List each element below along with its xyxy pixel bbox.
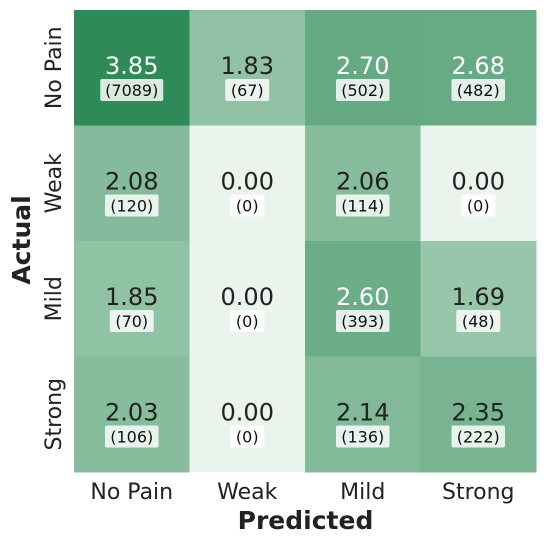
cell-value-label: 0.00 xyxy=(221,399,274,427)
heatmap-cell xyxy=(420,356,537,473)
cell-count-label: (7089) xyxy=(105,81,158,100)
count-label-box xyxy=(230,425,265,448)
cell-value-label: 2.14 xyxy=(336,399,389,427)
cell-count-label: (0) xyxy=(236,428,259,447)
y-tick-labels: No Pain Weak Mild Strong xyxy=(42,26,67,450)
cell-value-label: 0.00 xyxy=(221,168,274,196)
cell-count-label: (222) xyxy=(457,428,500,447)
cell-value-label: 2.60 xyxy=(336,283,389,311)
cell-value-label: 1.69 xyxy=(452,283,505,311)
count-label-box xyxy=(461,194,496,217)
cell-value-label: 2.03 xyxy=(105,399,158,427)
cell-count-label: (106) xyxy=(110,428,153,447)
count-label-box xyxy=(336,79,390,101)
count-label-box xyxy=(451,425,505,448)
cell-count-label: (70) xyxy=(115,312,148,331)
heatmap-cell xyxy=(74,125,190,242)
cell-count-label: (136) xyxy=(341,428,384,447)
cell-value-label: 2.08 xyxy=(105,168,158,196)
cell-count-label: (67) xyxy=(231,81,264,100)
y-tick-label: Weak xyxy=(42,153,67,213)
count-label-box xyxy=(336,310,390,332)
heatmap-cell xyxy=(305,10,421,126)
heatmap-cell xyxy=(74,356,190,473)
heatmap-cell xyxy=(74,10,190,126)
x-tick-label: Weak xyxy=(217,480,277,505)
x-tick-label: Strong xyxy=(442,480,515,505)
cell-value-label: 2.70 xyxy=(336,52,389,80)
heatmap-cell xyxy=(305,125,421,242)
count-label-box xyxy=(109,310,154,332)
x-axis-title: Predicted xyxy=(238,506,374,535)
heatmap-cell xyxy=(189,356,306,473)
heatmap-cell xyxy=(74,241,190,357)
heatmap-cell xyxy=(305,241,421,357)
cell-count-label: (120) xyxy=(110,197,153,216)
y-tick-label: Mild xyxy=(42,276,67,321)
y-axis-title: Actual xyxy=(7,195,36,284)
x-tick-label: Mild xyxy=(340,480,385,505)
heatmap-cell xyxy=(189,10,306,126)
y-tick-label: No Pain xyxy=(42,26,67,109)
cell-count-label: (482) xyxy=(457,81,500,100)
count-label-box xyxy=(456,310,501,332)
count-label-box xyxy=(105,425,159,448)
cell-count-label: (0) xyxy=(236,197,259,216)
x-tick-labels: No Pain Weak Mild Strong xyxy=(90,480,514,505)
count-label-box xyxy=(230,310,265,332)
y-tick-label: Strong xyxy=(42,378,67,451)
count-label-box xyxy=(336,425,390,448)
count-label-box xyxy=(336,194,390,217)
cell-count-label: (114) xyxy=(341,197,384,216)
cell-value-label: 0.00 xyxy=(452,168,505,196)
cell-value-label: 2.06 xyxy=(336,168,389,196)
x-tick-label: No Pain xyxy=(90,480,173,505)
heatmap-cell xyxy=(420,10,537,126)
cell-count-label: (0) xyxy=(467,197,490,216)
cell-value-label: 0.00 xyxy=(221,283,274,311)
count-label-box xyxy=(105,194,159,217)
heatmap-cell xyxy=(189,241,306,357)
cell-count-label: (502) xyxy=(341,81,384,100)
count-label-box xyxy=(230,194,265,217)
cell-value-label: 3.85 xyxy=(105,52,158,80)
count-label-box xyxy=(451,79,505,101)
heatmap-cell xyxy=(189,125,306,242)
cell-count-label: (393) xyxy=(341,312,384,331)
cell-value-label: 2.35 xyxy=(452,399,505,427)
heatmap-cell xyxy=(420,125,537,242)
cell-value-label: 1.83 xyxy=(221,52,274,80)
heatmap-cell xyxy=(305,356,421,473)
cell-count-label: (48) xyxy=(462,312,495,331)
heatmap-cell xyxy=(420,241,537,357)
cell-count-label: (0) xyxy=(236,312,259,331)
cell-value-label: 2.68 xyxy=(452,52,505,80)
cell-value-label: 1.85 xyxy=(105,283,158,311)
count-label-box xyxy=(225,79,270,101)
count-label-box xyxy=(100,79,164,101)
heatmap-cells: 3.85(7089) 1.83(67) 2.70(502) 2.68(482) 2.08… xyxy=(74,10,537,473)
